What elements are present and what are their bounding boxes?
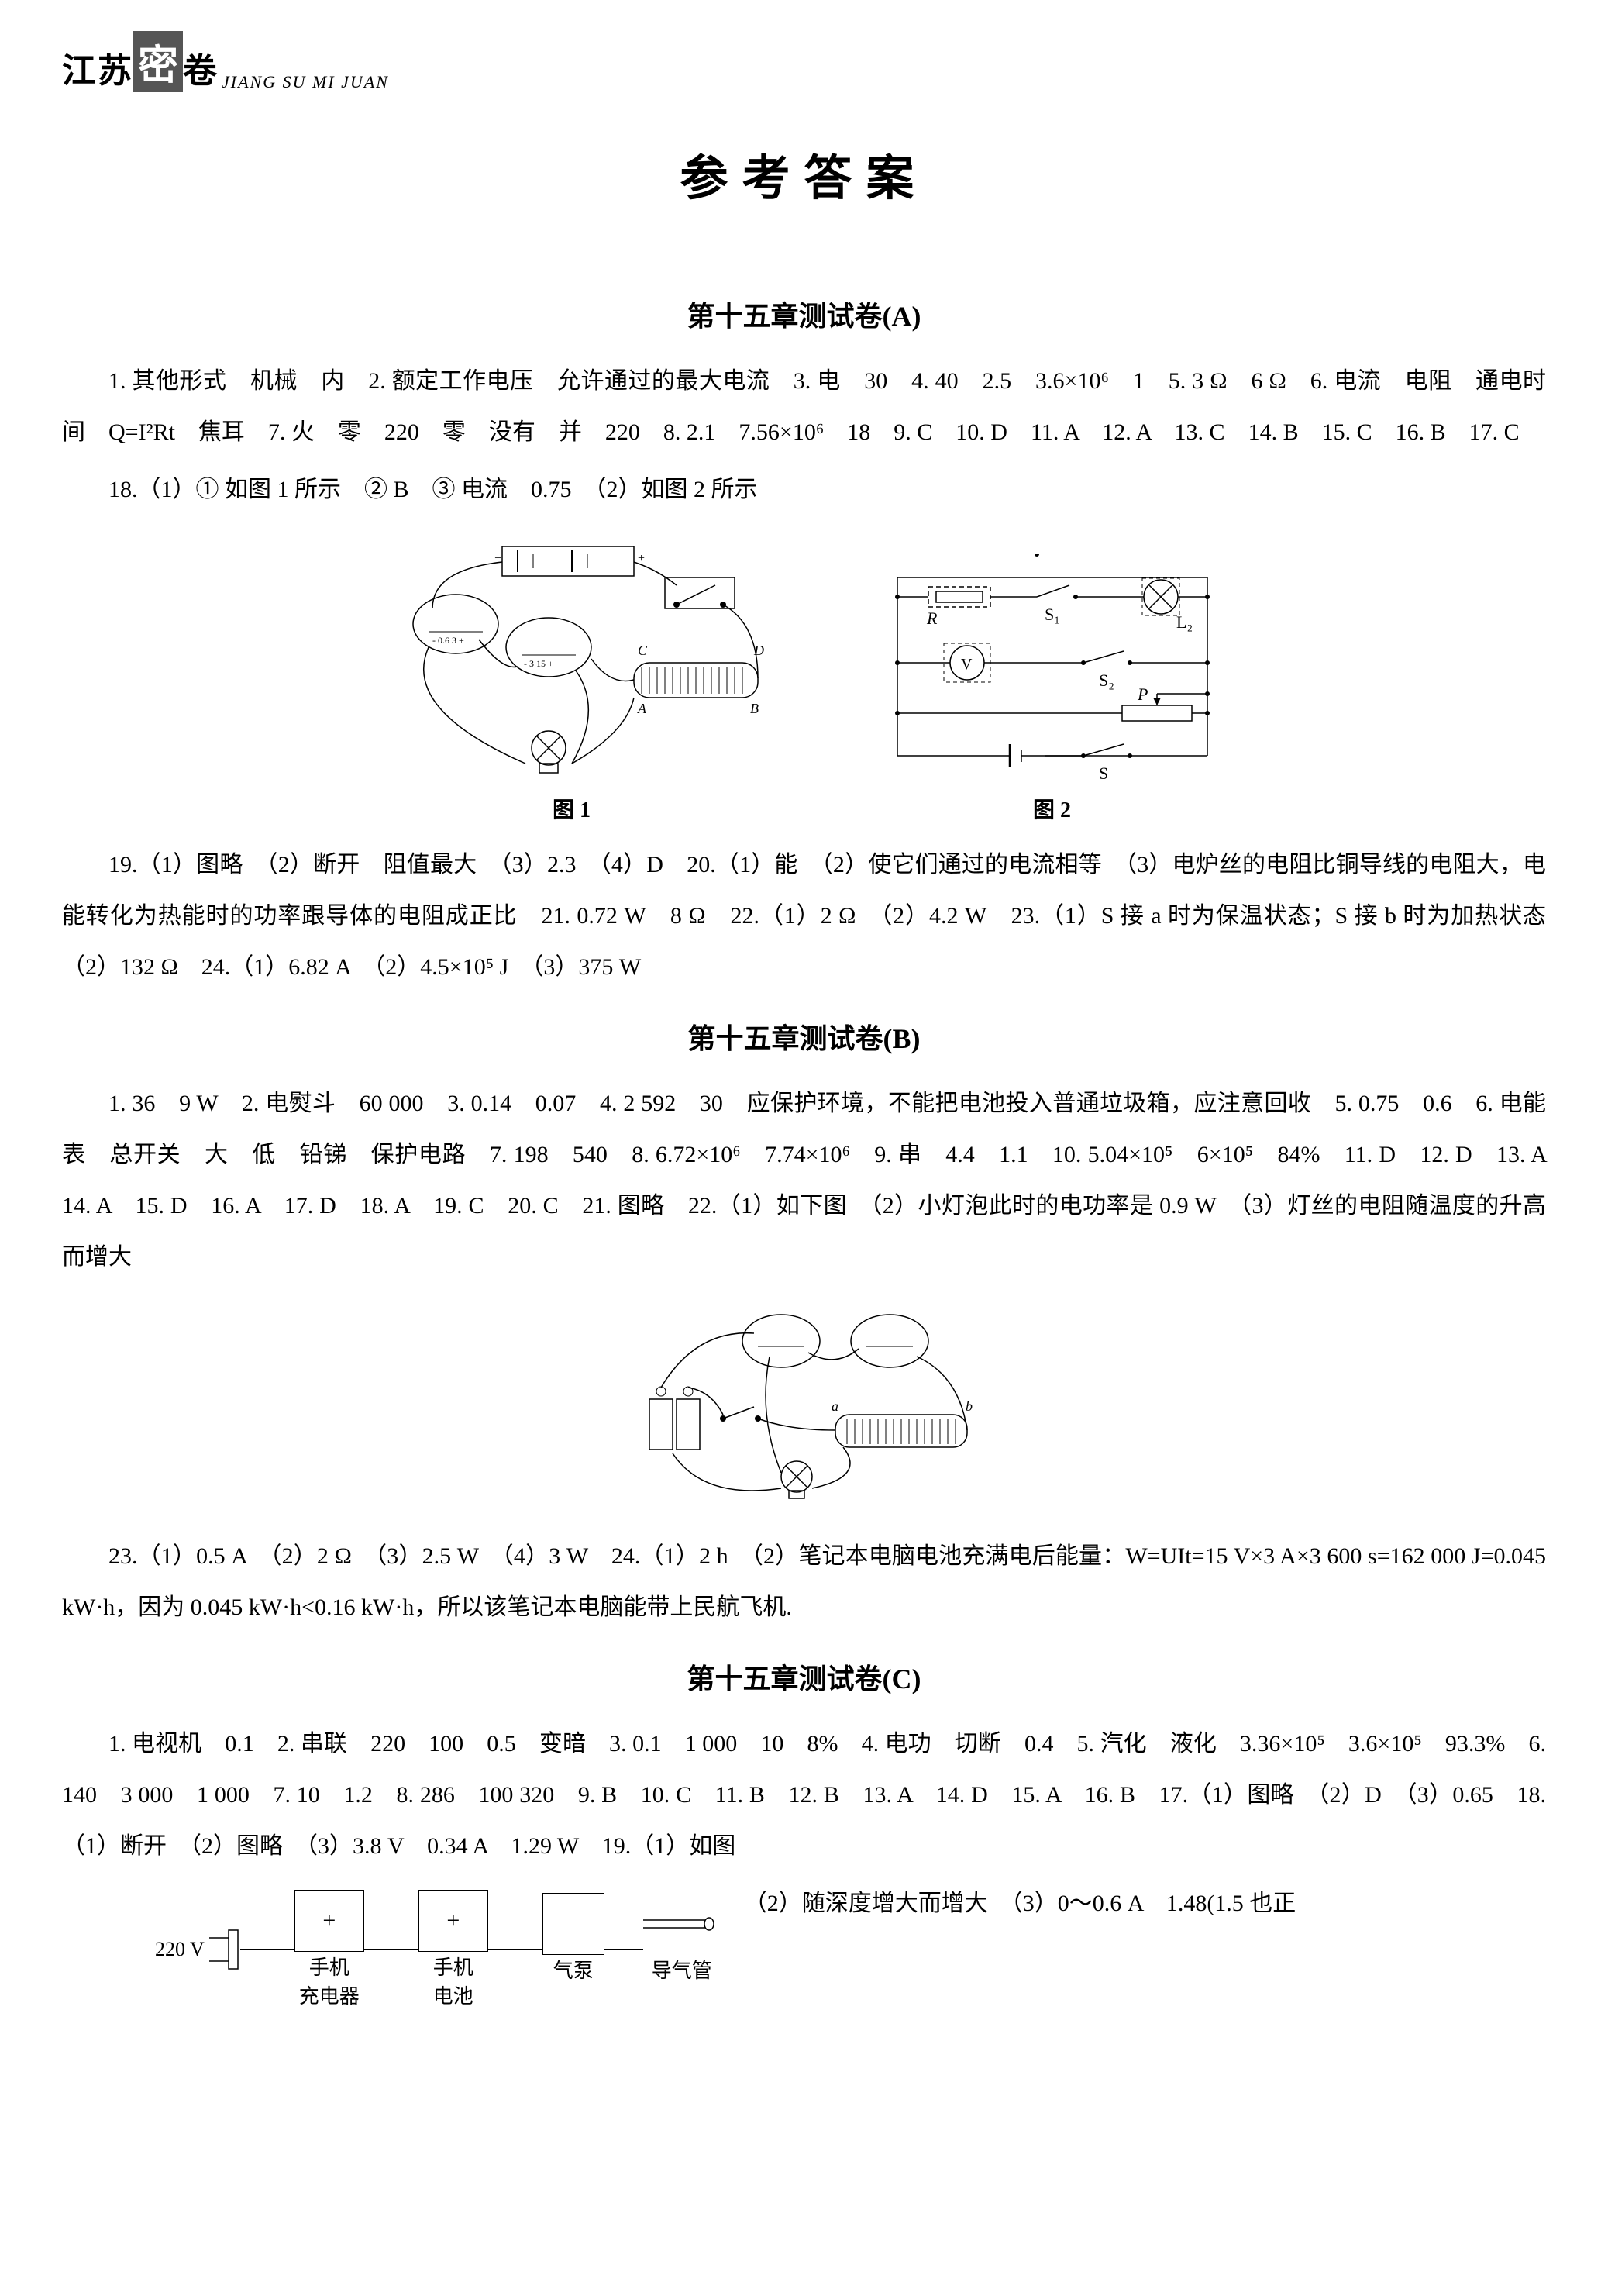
label-S: S xyxy=(1099,764,1108,783)
brand-highlight: 密 xyxy=(133,31,183,92)
battery-label1: 手机 xyxy=(433,1952,473,1981)
figure-2-caption: 图 2 xyxy=(1033,793,1071,824)
section-b-para1: 1. 36 9 W 2. 电熨斗 60 000 3. 0.14 0.07 4. … xyxy=(62,1078,1546,1283)
label-V: V xyxy=(961,656,973,673)
battery-plus: + xyxy=(446,1908,460,1934)
tube-box: 导气管 xyxy=(643,1893,721,2007)
brand-suffix: 卷 xyxy=(183,43,219,92)
charger-label1: 手机 xyxy=(309,1952,349,1981)
wire-2 xyxy=(364,1949,418,1950)
figure-row-a: - 0.6 3 + - 3 15 + − + xyxy=(62,531,1546,824)
section-c-inline: （2）随深度增大而增大 （3）0～0.6 A 1.48(1.5 也正 xyxy=(744,1878,1296,1929)
svg-text:a: a xyxy=(832,1398,838,1414)
voltage-label: 220 V xyxy=(155,1938,205,1961)
svg-text:+: + xyxy=(638,552,645,565)
wire-1 xyxy=(240,1949,294,1950)
pump-box: 气泵 xyxy=(542,1893,604,2007)
section-c-title: 第十五章测试卷(C) xyxy=(62,1656,1546,1697)
charger-label2: 充电器 xyxy=(299,1981,360,2009)
section-c-para1: 1. 电视机 0.1 2. 串联 220 100 0.5 变暗 3. 0.1 1… xyxy=(62,1719,1546,1872)
figure-1-box: - 0.6 3 + - 3 15 + − + xyxy=(370,531,773,824)
wire-3 xyxy=(488,1949,542,1950)
figure-b-svg: a b xyxy=(603,1298,1006,1515)
pump-label: 气泵 xyxy=(553,1955,594,1984)
figure-row-b: a b xyxy=(62,1298,1546,1515)
wire-4 xyxy=(604,1949,643,1950)
section-a-para3: 19.（1）图略 （2）断开 阻值最大 （3）2.3 （4）D 20.（1）能 … xyxy=(62,839,1546,993)
label-S2: S₂ xyxy=(1099,671,1114,690)
label-R: R xyxy=(926,608,938,628)
label-L2: L₂ xyxy=(1176,612,1193,632)
brand-header: 江苏 密 卷 JIANG SU MI JUAN xyxy=(62,31,1546,92)
section-a-title: 第十五章测试卷(A) xyxy=(62,294,1546,334)
tube-icon xyxy=(643,1893,721,1955)
charger-plus: + xyxy=(322,1908,336,1934)
plug-icon xyxy=(209,1919,240,1981)
figure-1-caption: 图 1 xyxy=(553,793,591,824)
section-b-para2: 23.（1）0.5 A （2）2 Ω （3）2.5 W （4）3 W 24.（1… xyxy=(62,1531,1546,1633)
svg-text:- 3 15 +: - 3 15 + xyxy=(524,658,553,669)
tube-label: 导气管 xyxy=(652,1955,712,1984)
figure-2-svg: R S₁ L₂ V xyxy=(866,554,1238,787)
label-P: P xyxy=(1137,684,1148,704)
charger-box: + 手机 充电器 xyxy=(294,1890,364,2009)
svg-text:b: b xyxy=(966,1398,973,1414)
battery-label2: 电池 xyxy=(433,1981,473,2009)
brand-prefix: 江苏 xyxy=(62,43,133,92)
label-S1: S₁ xyxy=(1045,605,1060,624)
battery-box: + 手机 电池 xyxy=(418,1890,488,2009)
section-a-para1: 1. 其他形式 机械 内 2. 额定工作电压 允许通过的最大电流 3. 电 30… xyxy=(62,356,1546,458)
svg-text:B: B xyxy=(750,701,759,716)
brand-pinyin: JIANG SU MI JUAN xyxy=(222,72,389,92)
svg-text:A: A xyxy=(637,701,647,716)
main-title: 参考答案 xyxy=(62,139,1546,209)
figure-2-box: R S₁ L₂ V xyxy=(866,554,1238,824)
section-b-title: 第十五章测试卷(B) xyxy=(62,1016,1546,1057)
svg-text:- 0.6 3 +: - 0.6 3 + xyxy=(432,635,464,646)
figure-1-svg: - 0.6 3 + - 3 15 + − + xyxy=(370,531,773,787)
block-diagram: 220 V + 手机 充电器 + 手机 电池 气泵 xyxy=(155,1890,721,2009)
section-c-diagram-row: 220 V + 手机 充电器 + 手机 电池 气泵 xyxy=(62,1878,1546,2021)
svg-text:C: C xyxy=(638,643,648,658)
section-a-para2: 18.（1）① 如图 1 所示 ② B ③ 电流 0.75 （2）如图 2 所示 xyxy=(62,464,1546,515)
